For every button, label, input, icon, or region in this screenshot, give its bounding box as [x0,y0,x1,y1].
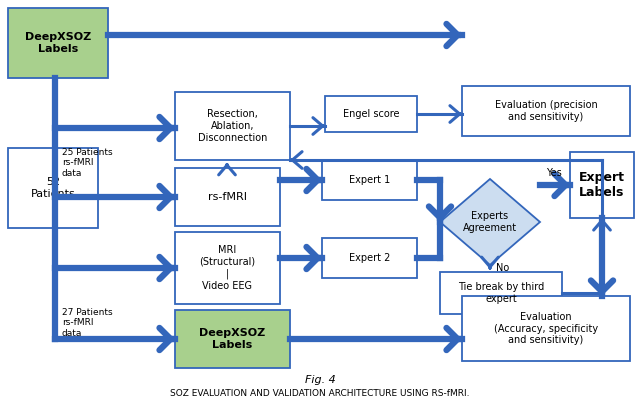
FancyBboxPatch shape [175,310,290,368]
FancyBboxPatch shape [8,8,108,78]
Text: MRI
(Structural)
|
Video EEG: MRI (Structural) | Video EEG [200,245,255,291]
Text: Evaluation
(Accuracy, specificity
and sensitivity): Evaluation (Accuracy, specificity and se… [494,312,598,345]
Text: 27 Patients
rs-fMRI
data: 27 Patients rs-fMRI data [62,308,113,338]
FancyBboxPatch shape [8,148,98,228]
Text: Expert 1: Expert 1 [349,175,390,185]
FancyBboxPatch shape [325,96,417,132]
Text: Evaluation (precision
and sensitivity): Evaluation (precision and sensitivity) [495,100,597,122]
FancyBboxPatch shape [175,232,280,304]
FancyBboxPatch shape [175,92,290,160]
Text: DeepXSOZ
Labels: DeepXSOZ Labels [200,328,266,350]
FancyBboxPatch shape [440,272,562,314]
FancyBboxPatch shape [175,168,280,226]
Text: Expert
Labels: Expert Labels [579,171,625,199]
FancyBboxPatch shape [322,160,417,200]
FancyBboxPatch shape [462,296,630,361]
FancyBboxPatch shape [570,152,634,218]
Text: Expert 2: Expert 2 [349,253,390,263]
FancyBboxPatch shape [462,86,630,136]
Text: No: No [496,263,509,273]
Text: Resection,
Ablation,
Disconnection: Resection, Ablation, Disconnection [198,109,267,143]
Text: Tie break by third
expert: Tie break by third expert [458,282,544,304]
Text: 52
Patients: 52 Patients [31,177,76,199]
Text: Yes: Yes [546,168,562,178]
Text: DeepXSOZ
Labels: DeepXSOZ Labels [25,32,91,54]
Text: Fig. 4: Fig. 4 [305,375,335,385]
Text: rs-fMRI: rs-fMRI [208,192,247,202]
Text: SOZ EVALUATION AND VALIDATION ARCHITECTURE USING RS-fMRI.: SOZ EVALUATION AND VALIDATION ARCHITECTU… [170,390,470,399]
Text: Engel score: Engel score [343,109,399,119]
Text: Experts
Agreement: Experts Agreement [463,211,517,233]
Polygon shape [440,179,540,265]
FancyBboxPatch shape [322,238,417,278]
Text: 25 Patients
rs-fMRI
data: 25 Patients rs-fMRI data [62,148,113,178]
